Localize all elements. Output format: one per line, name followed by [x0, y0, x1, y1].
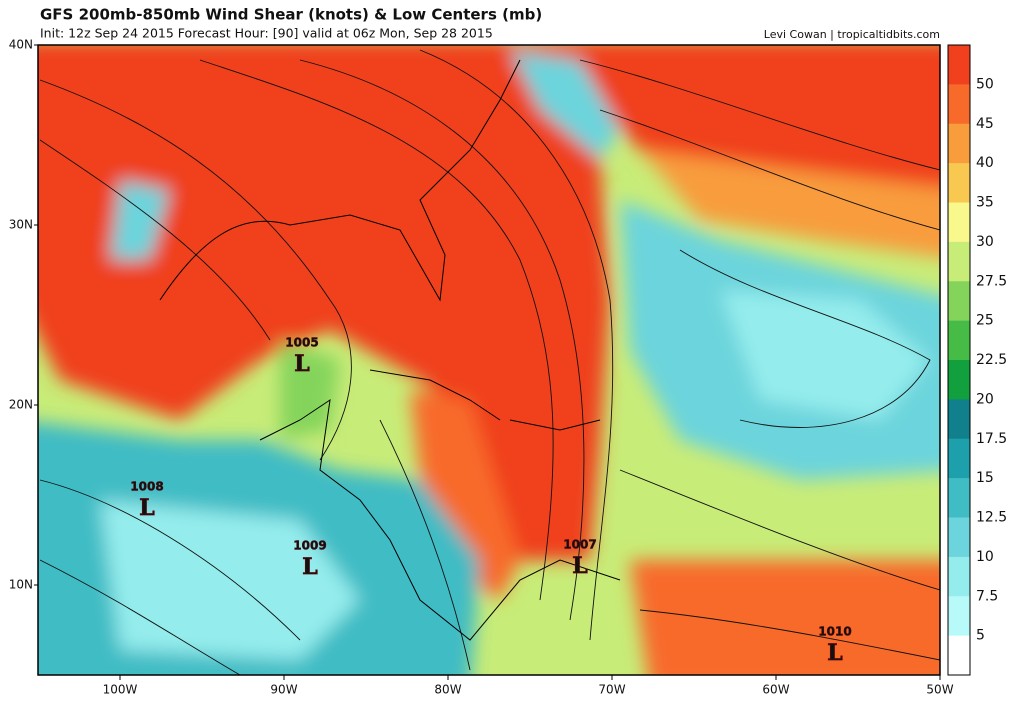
low-pressure: 1005 — [285, 336, 318, 350]
coastlines — [159, 59, 621, 641]
colorbar-swatch — [948, 596, 970, 637]
colorbar-label: 30 — [976, 234, 994, 250]
colorbar-label: 45 — [976, 116, 994, 132]
high-shear-region — [544, 45, 940, 210]
colorbar-swatch — [948, 556, 970, 597]
lon-label: 70W — [598, 683, 625, 697]
colorbar-label: 7.5 — [976, 588, 998, 604]
colorbar-label: 17.5 — [976, 431, 1007, 447]
low-shear-region — [510, 50, 620, 160]
low-pressure: 1008 — [130, 480, 163, 494]
colorbar-swatch — [948, 163, 970, 203]
colorbar-swatch — [948, 399, 970, 440]
lon-label: 60W — [762, 683, 789, 697]
colorbar-swatch — [948, 438, 970, 479]
colorbar-label: 22.5 — [976, 352, 1007, 368]
map-frame — [37, 44, 941, 676]
colorbar-swatch — [948, 517, 970, 558]
colorbar-swatch — [948, 123, 970, 164]
low-symbol: L — [139, 495, 154, 521]
colorbar-label: 50 — [976, 76, 994, 92]
low-symbol: L — [302, 554, 317, 580]
colorbar-swatch — [948, 478, 970, 518]
low-pressure: 1010 — [818, 625, 851, 639]
colorbar-label: 25 — [976, 313, 994, 329]
shear-field — [38, 45, 940, 675]
subtitle: Init: 12z Sep 24 2015 Forecast Hour: [90… — [40, 26, 493, 41]
colorbar-frame — [947, 44, 971, 676]
colorbar-swatch — [948, 320, 970, 361]
colorbar-swatch — [948, 84, 970, 125]
low-symbol: L — [294, 351, 309, 377]
colorbar-swatch — [948, 45, 970, 85]
high-shear-region — [630, 560, 940, 675]
credit: Levi Cowan | tropicaltidbits.com — [764, 28, 940, 41]
low-shear-region — [720, 290, 930, 420]
high-shear-region — [38, 45, 610, 560]
low-pressure: 1007 — [563, 538, 596, 552]
colorbar-swatch — [948, 241, 970, 282]
lat-label: 40N — [9, 38, 33, 52]
colorbar-swatch — [948, 281, 970, 322]
colorbar-swatch — [948, 635, 970, 676]
colorbar-label: 35 — [976, 195, 994, 211]
low-shear-region — [110, 180, 170, 260]
colorbar-label: 20 — [976, 391, 994, 407]
moderate-shear-band — [640, 150, 940, 258]
title: GFS 200mb-850mb Wind Shear (knots) & Low… — [40, 6, 542, 24]
colorbar-label: 5 — [976, 628, 985, 644]
lon-label: 80W — [434, 683, 461, 697]
colorbar-label: 15 — [976, 470, 994, 486]
low-symbol: L — [827, 640, 842, 666]
moderate-shear-region — [280, 340, 340, 440]
low-pressure: 1009 — [293, 539, 326, 553]
low-symbol: L — [572, 553, 587, 579]
lon-label: 50W — [926, 683, 953, 697]
lon-label: 100W — [103, 683, 138, 697]
lat-label: 10N — [9, 578, 33, 592]
lat-label: 20N — [9, 398, 33, 412]
colorbar-label: 40 — [976, 155, 994, 171]
lat-label: 30N — [9, 218, 33, 232]
colorbar-swatch — [948, 360, 970, 400]
colorbar-label: 27.5 — [976, 273, 1007, 289]
low-shear-region — [100, 500, 360, 660]
streamlines — [39, 49, 940, 675]
colorbar-swatch — [948, 202, 970, 243]
lon-label: 90W — [270, 683, 297, 697]
colorbar-label: 10 — [976, 549, 994, 565]
colorbar-label: 12.5 — [976, 510, 1007, 526]
